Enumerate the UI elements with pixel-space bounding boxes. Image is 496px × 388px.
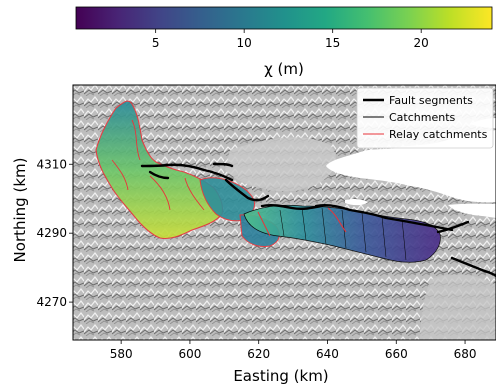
y-tick-label: 4290 <box>36 226 67 240</box>
colorbar-label: χ (m) <box>264 60 304 78</box>
y-axis-label: Northing (km) <box>11 158 29 263</box>
colorbar-ticks: 5 10 15 20 <box>152 29 429 50</box>
legend-label: Fault segments <box>389 94 473 107</box>
x-tick-label: 600 <box>178 347 201 361</box>
legend-label: Relay catchments <box>389 128 488 141</box>
x-axis-label: Easting (km) <box>233 367 328 385</box>
y-tick-label: 4310 <box>36 157 67 171</box>
legend-relay-catchments: Relay catchments <box>363 128 488 141</box>
legend-fault-segments: Fault segments <box>363 94 473 107</box>
colorbar-gradient <box>75 6 493 30</box>
colorbar-tick-label: 5 <box>152 36 160 50</box>
map-frame <box>72 84 496 341</box>
x-tick-label: 640 <box>316 347 339 361</box>
legend: Fault segments Catchments Relay catchments <box>356 87 494 149</box>
legend-box <box>356 87 494 149</box>
colorbar: 5 10 15 20 χ (m) <box>75 6 493 78</box>
colorbar-tick-label: 20 <box>414 36 429 50</box>
y-tick-label: 4270 <box>36 295 67 309</box>
fault-segments <box>140 162 496 278</box>
y-axis-ticks: 4310 4290 4270 <box>36 157 73 309</box>
map-panel: 580 600 620 640 660 680 4310 4290 4270 Easting … <box>11 84 496 385</box>
colorbar-tick-label: 15 <box>325 36 340 50</box>
x-tick-label: 620 <box>247 347 270 361</box>
x-axis-ticks: 580 600 620 640 660 680 <box>110 340 477 361</box>
colorbar-tick-label: 10 <box>237 36 252 50</box>
x-tick-label: 660 <box>385 347 408 361</box>
legend-catchments: Catchments <box>363 111 456 124</box>
x-tick-label: 680 <box>454 347 477 361</box>
x-tick-label: 580 <box>110 347 133 361</box>
legend-label: Catchments <box>389 111 456 124</box>
